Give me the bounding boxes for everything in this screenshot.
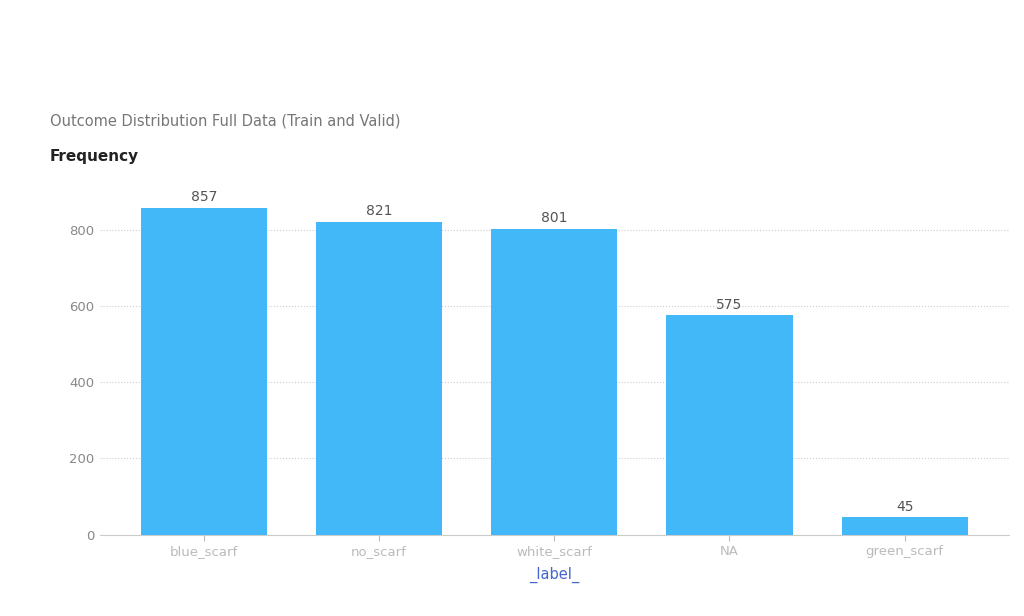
Text: Outcome Distribution Full Data (Train and Valid): Outcome Distribution Full Data (Train an… (49, 113, 400, 129)
Bar (316, 222, 442, 535)
Bar (141, 208, 267, 535)
Text: 575: 575 (717, 298, 742, 312)
Bar (492, 229, 617, 535)
X-axis label: _label_: _label_ (529, 566, 580, 583)
Text: 45: 45 (896, 500, 913, 514)
Text: Frequency: Frequency (49, 148, 138, 164)
Text: 821: 821 (366, 204, 392, 217)
Bar (842, 517, 968, 535)
Text: 801: 801 (541, 211, 567, 225)
Bar (667, 315, 793, 535)
Text: 857: 857 (190, 190, 217, 204)
